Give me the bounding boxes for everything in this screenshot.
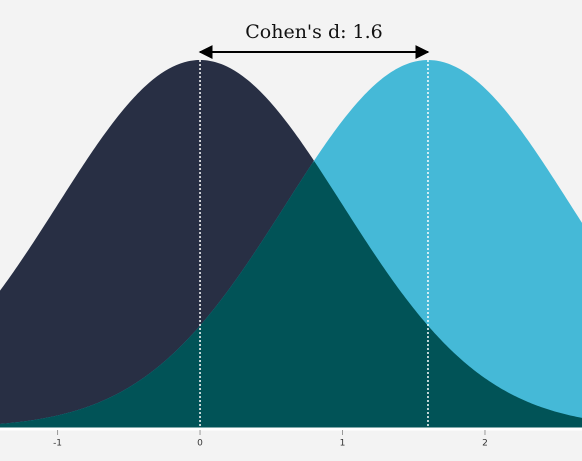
overlap-area <box>0 161 582 428</box>
x-tick-label: 0 <box>197 439 203 449</box>
annotation: Cohen's d: 1.6 <box>245 21 383 43</box>
x-tick-label: 2 <box>482 439 488 449</box>
x-tick-label: -1 <box>53 439 62 449</box>
x-tick-label: 1 <box>340 439 346 449</box>
plot-area: -1 0 1 2 <box>0 45 582 449</box>
